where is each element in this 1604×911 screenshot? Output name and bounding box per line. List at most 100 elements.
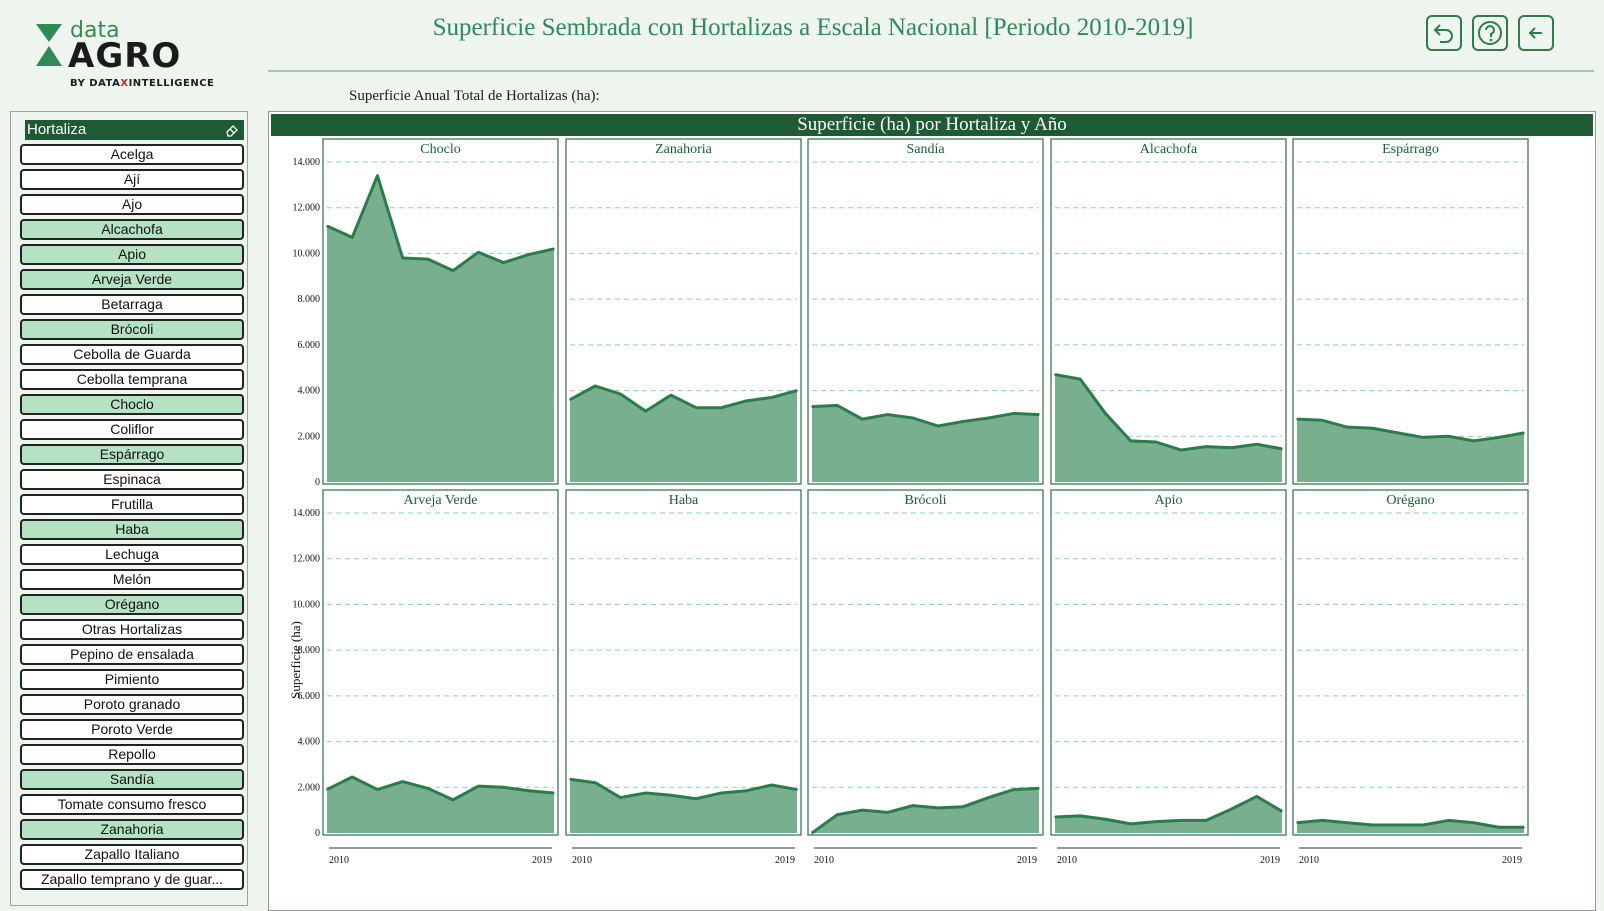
filter-item[interactable]: Zanahoria	[20, 819, 244, 840]
data-point	[1205, 819, 1208, 822]
line-zanahoria	[569, 384, 798, 413]
line-apio	[1054, 794, 1283, 826]
filter-item[interactable]: Arveja Verde	[20, 269, 244, 290]
area-brócoli	[812, 788, 1039, 833]
filter-item[interactable]: Pimiento	[20, 669, 244, 690]
data-point	[594, 385, 597, 387]
filter-item[interactable]: Melón	[20, 569, 244, 590]
filter-item[interactable]: Zapallo temprano y de guar...	[20, 869, 244, 890]
filter-item[interactable]: Cebolla de Guarda	[20, 344, 244, 365]
data-point	[1230, 808, 1233, 810]
line-espárrago	[1296, 417, 1525, 443]
data-point	[1281, 810, 1283, 813]
help-icon	[1478, 21, 1502, 45]
filter-item[interactable]: Ajo	[20, 194, 244, 215]
data-point	[886, 413, 889, 416]
data-point	[962, 805, 965, 808]
data-point	[886, 811, 889, 814]
line-orégano	[1296, 818, 1524, 829]
data-point	[1079, 815, 1082, 817]
filter-header: Hortaliza	[25, 120, 244, 140]
filter-item[interactable]: Otras Hortalizas	[20, 619, 244, 640]
data-point	[1129, 440, 1132, 442]
data-point	[1447, 819, 1450, 822]
area-apio	[1055, 796, 1282, 833]
line-brócoli	[811, 786, 1040, 835]
panel-frame	[1292, 489, 1529, 836]
data-point	[770, 396, 773, 399]
x-tick-label: 2019	[1017, 855, 1037, 866]
filter-item[interactable]: Lechuga	[20, 544, 244, 565]
data-point	[619, 393, 622, 395]
data-point	[553, 792, 555, 794]
filter-item[interactable]: Brócoli	[20, 319, 244, 340]
line-choclo	[326, 174, 555, 273]
data-point	[1472, 440, 1475, 442]
area-alcachofa	[1055, 374, 1282, 482]
data-point	[1397, 432, 1399, 434]
data-point	[695, 406, 697, 409]
data-point	[962, 420, 965, 423]
data-point	[912, 804, 914, 807]
filter-item[interactable]: Zapallo Italiano	[20, 844, 244, 865]
data-point	[745, 400, 748, 402]
header-divider	[268, 70, 1594, 72]
data-point	[912, 417, 914, 419]
filter-item[interactable]: Repollo	[20, 744, 244, 765]
data-point	[987, 796, 990, 799]
filter-item[interactable]: Ají	[20, 169, 244, 190]
filter-item[interactable]: Cebolla temprana	[20, 369, 244, 390]
x-tick-label: 2019	[775, 855, 795, 866]
y-tick-label: 14.000	[293, 508, 321, 519]
total-area-label: Superficie Anual Total de Hortalizas (ha…	[349, 88, 600, 104]
filter-item[interactable]: Betarraga	[20, 294, 244, 315]
data-point	[527, 253, 530, 256]
y-tick-label: 10.000	[293, 599, 321, 610]
eraser-icon[interactable]	[224, 122, 240, 138]
data-point	[1129, 823, 1132, 825]
data-point	[836, 813, 839, 816]
panel-title: Arveja Verde	[404, 493, 478, 508]
chart-area: Superficie (ha) por Hortaliza y Año Choc…	[268, 111, 1596, 911]
data-point	[1255, 443, 1258, 446]
data-point	[861, 418, 864, 420]
data-point	[1104, 412, 1107, 415]
filter-item[interactable]: Coliflor	[20, 419, 244, 440]
data-point	[987, 417, 990, 419]
panel-title: Alcachofa	[1140, 142, 1198, 157]
data-point	[1346, 426, 1349, 428]
y-tick-label: 10.000	[293, 248, 321, 259]
area-arveja-verde	[327, 777, 554, 833]
help-button[interactable]	[1472, 15, 1508, 51]
data-point	[326, 225, 328, 227]
filter-item[interactable]: Tomate consumo fresco	[20, 794, 244, 815]
filter-item[interactable]: Poroto granado	[20, 694, 244, 715]
data-point	[1012, 788, 1015, 791]
filter-item[interactable]: Espárrago	[20, 444, 244, 465]
filter-item[interactable]: Espinaca	[20, 469, 244, 490]
panel-title: Haba	[669, 493, 699, 508]
line-haba	[569, 777, 798, 801]
data-point	[502, 261, 505, 264]
filter-item[interactable]: Choclo	[20, 394, 244, 415]
filter-item[interactable]: Apio	[20, 244, 244, 265]
y-tick-label: 0	[315, 828, 320, 839]
data-point	[695, 797, 697, 800]
panel-frame	[322, 489, 559, 836]
filter-item[interactable]: Pepino de ensalada	[20, 644, 244, 665]
filter-item[interactable]: Alcachofa	[20, 219, 244, 240]
filter-item[interactable]: Frutilla	[20, 494, 244, 515]
undo-button[interactable]	[1426, 15, 1462, 51]
filter-item[interactable]: Haba	[20, 519, 244, 540]
filter-item[interactable]: Orégano	[20, 594, 244, 615]
panel-frame	[565, 489, 802, 836]
filter-item[interactable]: Sandía	[20, 769, 244, 790]
chart-title: Superficie (ha) por Hortaliza y Año	[271, 114, 1593, 136]
line-alcachofa	[1054, 373, 1283, 452]
data-point	[1523, 826, 1525, 829]
filter-title: Hortaliza	[27, 121, 87, 138]
back-button[interactable]	[1518, 15, 1554, 51]
data-point	[502, 786, 505, 789]
filter-item[interactable]: Poroto Verde	[20, 719, 244, 740]
filter-item[interactable]: Acelga	[20, 144, 244, 165]
